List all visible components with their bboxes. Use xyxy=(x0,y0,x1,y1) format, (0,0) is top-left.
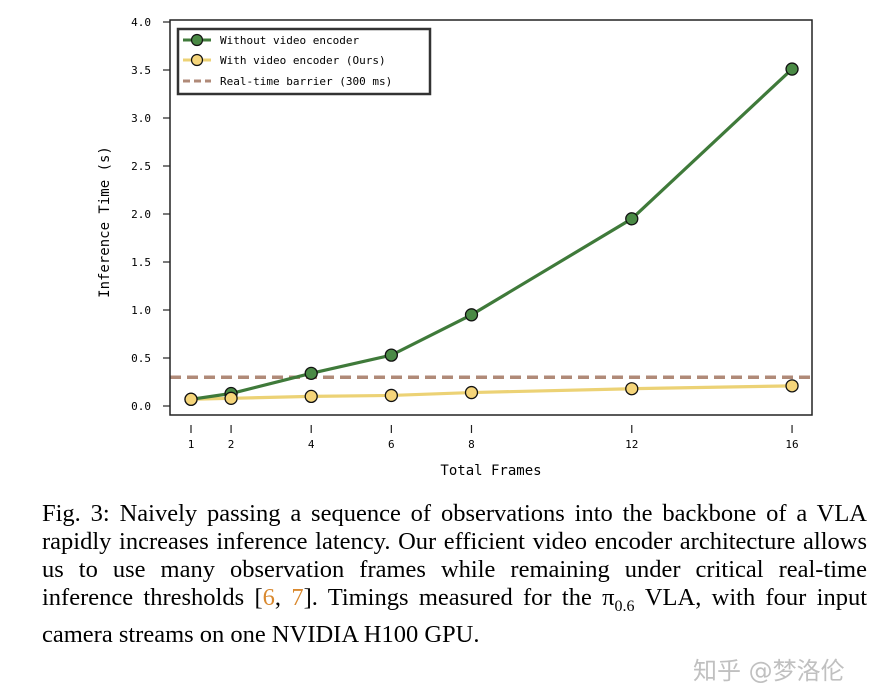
point-without-encoder xyxy=(304,366,318,381)
x-tick-label: 6 xyxy=(388,438,395,451)
point-with-encoder xyxy=(184,392,198,406)
y-tick-label: 0.0 xyxy=(131,400,151,413)
legend-label-without: Without video encoder xyxy=(220,34,359,47)
point-without-encoder xyxy=(625,212,639,226)
legend-label-barrier: Real-time barrier (300 ms) xyxy=(220,75,392,88)
watermark: 知乎 @梦洛伦 xyxy=(693,657,845,685)
caption-separator: , xyxy=(274,584,292,611)
figure-caption: Fig. 3: Naively passing a sequence of ob… xyxy=(42,500,867,649)
x-tick-label: 2 xyxy=(228,438,235,451)
x-tick-label: 4 xyxy=(308,438,315,451)
x-tick-label: 12 xyxy=(625,438,638,451)
point-without-encoder xyxy=(384,348,399,362)
point-with-encoder xyxy=(785,379,799,393)
point-with-encoder xyxy=(384,388,399,403)
y-axis-label: Inference Time (s) xyxy=(97,146,113,298)
y-tick-label: 4.0 xyxy=(131,16,151,29)
y-tick-label: 3.0 xyxy=(131,112,151,125)
caption-text-suffix: VLA, with four input camera streams on o… xyxy=(42,584,867,648)
legend-marker-with xyxy=(190,53,204,67)
plot-frame xyxy=(169,19,813,416)
x-tick-label: 1 xyxy=(188,438,195,451)
y-tick-label: 1.5 xyxy=(131,256,151,269)
citation-link-6[interactable]: 6 xyxy=(262,584,275,611)
y-tick-label: 0.5 xyxy=(131,352,151,365)
inference-time-chart: 0.00.51.01.52.02.53.03.54.0 1 2 4 6 8 12 16 To… xyxy=(97,16,813,479)
point-with-encoder xyxy=(464,385,479,400)
x-tick-label: 16 xyxy=(785,438,798,451)
point-with-encoder xyxy=(304,389,318,404)
legend-box xyxy=(176,27,432,96)
caption-subscript: 0.6 xyxy=(614,597,635,615)
caption-text: Fig. 3: Naively passing a sequence of ob… xyxy=(42,500,867,611)
point-without-encoder xyxy=(785,62,799,76)
legend: Without video encoder With video encoder… xyxy=(176,27,432,96)
legend-label-with: With video encoder (Ours) xyxy=(220,54,386,67)
point-with-encoder xyxy=(625,382,639,396)
series-line-without-encoder xyxy=(190,67,794,401)
y-tick-label: 3.5 xyxy=(131,64,151,77)
y-tick-label: 2.0 xyxy=(131,208,151,221)
caption-text-middle: ]. Timings measured for the π xyxy=(303,584,615,611)
y-tick-label: 1.0 xyxy=(131,304,151,317)
point-without-encoder xyxy=(464,308,479,322)
y-tick-label: 2.5 xyxy=(131,160,151,173)
series-line-with-encoder xyxy=(190,384,793,401)
x-tick-label: 8 xyxy=(468,438,475,451)
legend-marker-without xyxy=(190,33,204,47)
citation-link-7[interactable]: 7 xyxy=(291,584,304,611)
x-axis-label: Total Frames xyxy=(440,463,541,479)
point-with-encoder xyxy=(224,391,238,405)
